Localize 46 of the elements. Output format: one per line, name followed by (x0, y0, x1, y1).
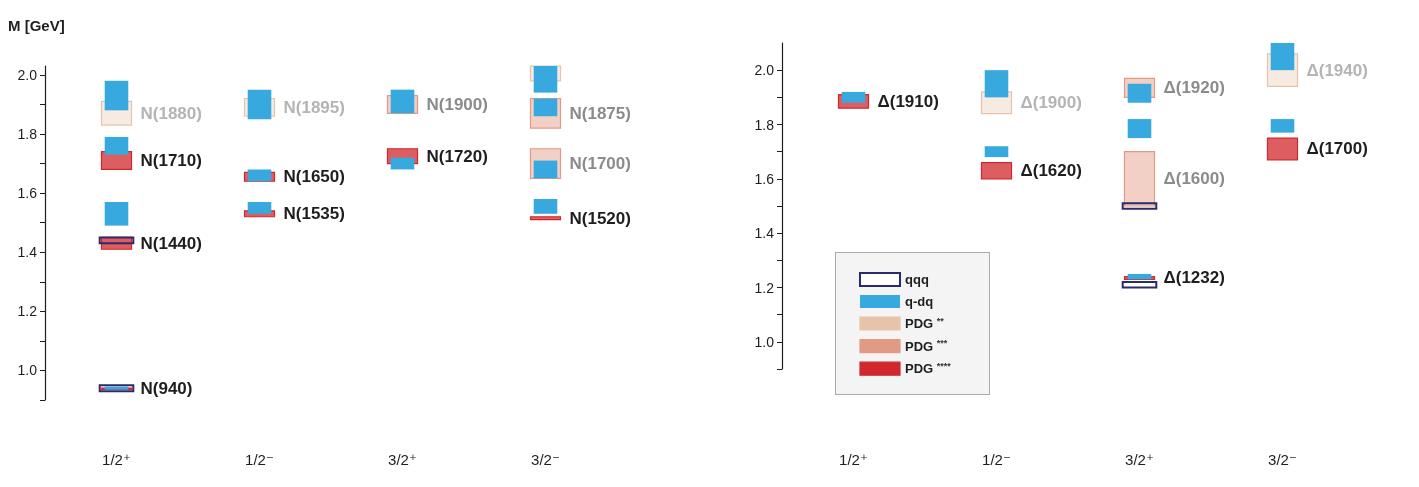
y-tick-label: 1.6 (17, 185, 38, 202)
annotation: N(1700) (569, 154, 631, 174)
legend-label: PDG **** (905, 360, 952, 377)
annotation: N(1650) (283, 167, 345, 187)
legend-label: q-dq (905, 294, 934, 309)
y-tick-label: 1.0 (754, 333, 775, 350)
x-tick-label: 1/2⁻ (245, 451, 274, 468)
legend-label: qqq (905, 272, 929, 287)
y-tick-label: 2.0 (17, 66, 38, 83)
y-tick-label: 1.6 (754, 170, 775, 187)
x-tick-label: 3/2⁺ (388, 451, 417, 468)
annotation: N(1895) (283, 97, 345, 117)
annotation: N(1710) (140, 151, 202, 171)
y-axis-title: M [GeV] (8, 17, 65, 34)
annotation: N(1720) (426, 146, 488, 166)
annotation: N(940) (140, 379, 193, 399)
annotation: N(1520) (569, 208, 631, 228)
annotation: Δ(1940) (1306, 60, 1368, 80)
annotation: Δ(1900) (1020, 93, 1082, 113)
x-tick-label: 3/2⁺ (1125, 451, 1154, 468)
y-tick-label: 1.2 (17, 303, 38, 320)
annotation: N(1440) (140, 233, 202, 253)
y-tick-label: 1.2 (754, 279, 775, 296)
annotation: Δ(1920) (1163, 78, 1225, 98)
annotation: N(1880) (140, 103, 202, 123)
y-tick-label: 1.4 (754, 225, 775, 242)
y-tick-label: 1.8 (754, 116, 775, 133)
annotation: Δ(1600) (1163, 169, 1225, 189)
annotation: N(1900) (426, 94, 488, 114)
annotation: N(1875) (569, 103, 631, 123)
x-tick-label: 3/2⁻ (1268, 451, 1297, 468)
annotation: N(1535) (283, 204, 345, 224)
y-tick-label: 2.0 (754, 62, 775, 79)
annotation: Δ(1620) (1020, 161, 1082, 181)
legend-label: PDG *** (905, 338, 948, 354)
annotation: Δ(1232) (1163, 268, 1225, 288)
y-tick-label: 1.8 (17, 125, 38, 142)
x-tick-label: 1/2⁺ (839, 451, 868, 468)
y-tick-label: 1.4 (17, 244, 38, 261)
x-tick-label: 1/2⁺ (102, 451, 131, 468)
annotation: Δ(1700) (1306, 139, 1368, 159)
x-tick-label: 1/2⁻ (982, 451, 1011, 468)
x-tick-label: 3/2⁻ (531, 451, 560, 468)
y-tick-label: 1.0 (17, 362, 38, 379)
annotation: Δ(1910) (877, 91, 939, 111)
legend-label: PDG ** (905, 315, 945, 331)
